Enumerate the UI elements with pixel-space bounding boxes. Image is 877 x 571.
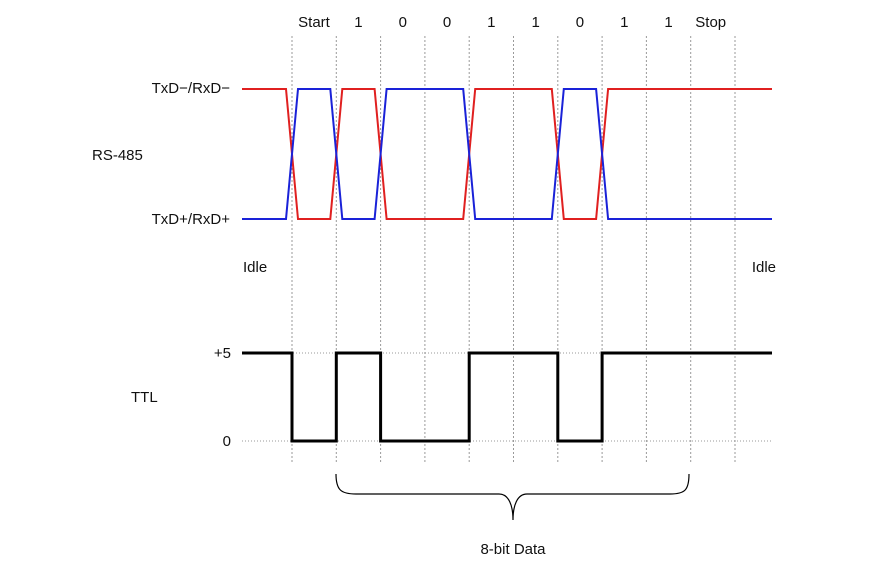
ttl-trace — [242, 351, 772, 443]
bit-label: 1 — [354, 14, 362, 31]
bit-label: 1 — [487, 14, 495, 31]
bit-label: Stop — [695, 14, 726, 31]
bit-labels: Start 1 0 0 1 1 0 1 1 Stop — [298, 14, 726, 31]
bit-boundary-grid — [291, 36, 736, 464]
txd-minus-trace — [242, 88, 772, 220]
idle-left-label: Idle — [243, 259, 267, 276]
data-brace-label: 8-bit Data — [480, 541, 546, 558]
ttl-label: TTL — [131, 389, 158, 406]
txd-minus-label: TxD−/RxD− — [152, 80, 231, 97]
bit-label: 0 — [399, 14, 407, 31]
txd-plus-trace — [242, 88, 772, 220]
bit-label: Start — [298, 14, 331, 31]
bit-label: 1 — [620, 14, 628, 31]
bit-label: 1 — [664, 14, 672, 31]
idle-right-label: Idle — [752, 259, 776, 276]
data-bits-brace — [335, 473, 690, 521]
ttl-low-label: 0 — [223, 433, 231, 450]
rs485-label: RS-485 — [92, 147, 143, 164]
txd-plus-label: TxD+/RxD+ — [152, 211, 231, 228]
bit-label: 0 — [443, 14, 451, 31]
bit-label: 1 — [531, 14, 539, 31]
bit-label: 0 — [576, 14, 584, 31]
ttl-high-label: +5 — [214, 345, 231, 362]
